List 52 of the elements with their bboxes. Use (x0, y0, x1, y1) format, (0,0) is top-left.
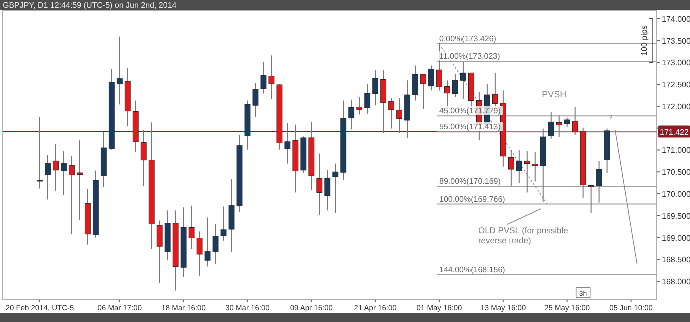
candlestick (348, 99, 355, 130)
candlestick (53, 144, 59, 192)
candlestick (508, 150, 514, 187)
candlestick (412, 65, 418, 102)
candlestick (204, 217, 211, 268)
annotation: OLD PVSL (for possible reverse trade) (478, 225, 569, 246)
ref-line-label: 11.00%(173.023) (440, 52, 501, 62)
candlestick (332, 163, 339, 214)
annotation: PVSH (542, 90, 567, 100)
candlestick (532, 151, 538, 182)
candlestick (564, 117, 570, 128)
candlestick (428, 65, 434, 92)
candlestick (284, 122, 291, 164)
candlestick (596, 160, 602, 204)
ref-line-label: 144.00%(168.156) (440, 265, 506, 274)
ref-line-label: 100.00%(169.766) (440, 194, 506, 204)
candlestick (61, 151, 67, 196)
candlestick (516, 150, 522, 184)
candlestick (260, 62, 267, 94)
chart-title: GBPJPY, D1 12:44:59 (UTC-5) on Jun 2nd, 2014 (3, 1, 178, 10)
candlestick (196, 231, 203, 276)
candlestick (364, 84, 371, 114)
candlestick (156, 220, 163, 284)
ref-line-label: 171.422 (660, 128, 690, 137)
candlestick (388, 98, 395, 130)
candlestick (460, 62, 466, 100)
candlestick (452, 74, 458, 98)
candlestick (45, 155, 51, 200)
candlestick (380, 70, 387, 134)
candlestick (572, 106, 578, 136)
candlestick (556, 115, 562, 138)
candlestick (140, 130, 147, 187)
ref-line-label: 45.00%(171.779) (440, 106, 502, 116)
candlestick (524, 151, 530, 194)
candlestick (37, 116, 43, 190)
candlestick (77, 140, 83, 221)
candlestick (396, 98, 402, 134)
candlestick (372, 70, 379, 106)
candlestick (588, 185, 594, 214)
candlestick (69, 156, 75, 235)
ref-line-label: 0.00%(173.426) (440, 34, 497, 44)
candlestick (356, 96, 363, 116)
candlestick (420, 74, 426, 110)
candlestick (324, 170, 331, 212)
candlestick (188, 205, 195, 250)
candlestick (116, 36, 123, 106)
ref-line-label: 89.00%(170.169) (440, 177, 502, 186)
candlestick (316, 153, 323, 216)
ref-line-label: 55.00%(171.413) (440, 122, 502, 132)
candlestick (548, 112, 554, 140)
annotation: 100 pips (640, 26, 649, 56)
candlestick (268, 55, 275, 100)
